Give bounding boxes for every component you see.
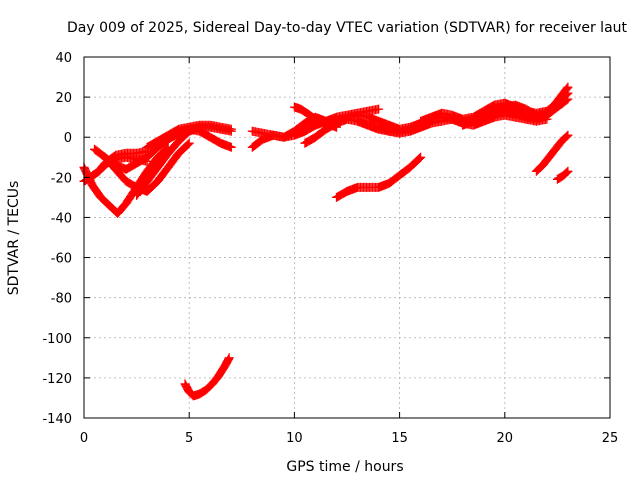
y-tick-label: -140: [42, 412, 72, 427]
y-tick-label: 40: [55, 51, 72, 66]
x-tick-label: 20: [497, 431, 514, 446]
series-arc-14: [332, 152, 426, 202]
x-tick-label: 15: [391, 431, 408, 446]
data-points: [100, 138, 194, 196]
data-points: [85, 152, 152, 182]
y-tick-label: 20: [55, 91, 72, 106]
data-points: [552, 166, 573, 184]
data-points: [163, 124, 236, 152]
x-tick-label: 5: [185, 431, 193, 446]
y-tick-label: -20: [51, 171, 72, 186]
series-arc-9: [180, 353, 234, 401]
series-arc-8: [163, 124, 236, 152]
series-arc-4: [85, 152, 152, 182]
x-tick-label: 0: [80, 431, 88, 446]
data-points: [479, 82, 573, 122]
series-arc-21: [552, 166, 573, 184]
y-tick-label: -120: [42, 372, 72, 387]
y-tick-label: -60: [51, 252, 72, 267]
y-tick-label: -100: [42, 332, 72, 347]
x-tick-label: 10: [286, 431, 303, 446]
plot-frame: [83, 56, 611, 419]
series-arc-20: [531, 130, 573, 176]
y-tick-label: -40: [51, 211, 72, 226]
x-axis-label: GPS time / hours: [286, 459, 403, 475]
x-axis-ticks: 0 5 10 15 20 25: [80, 57, 618, 446]
chart-title: Day 009 of 2025, Sidereal Day-to-day VTE…: [67, 20, 628, 36]
series-arc-5: [100, 138, 194, 196]
data-points: [332, 152, 426, 202]
data-marks: [79, 82, 573, 401]
data-points: [531, 130, 573, 176]
y-axis-ticks: 40 20 0 -20 -40 -60 -80 -100 -120 -140: [42, 51, 610, 427]
y-tick-label: -80: [51, 292, 72, 307]
y-tick-label: 0: [64, 131, 72, 146]
x-tick-label: 25: [602, 431, 619, 446]
series-arc-19: [479, 82, 573, 122]
y-axis-label: SDTVAR / TECUs: [6, 181, 22, 296]
data-points: [180, 353, 234, 401]
